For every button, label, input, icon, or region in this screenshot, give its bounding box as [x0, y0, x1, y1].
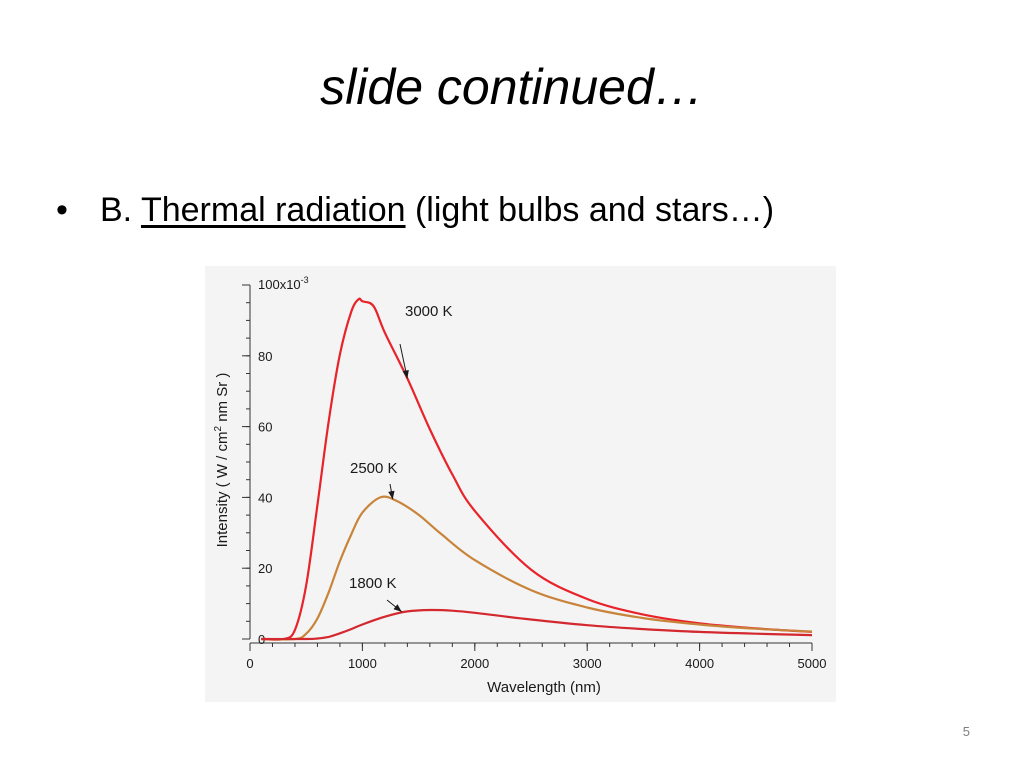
- bullet-item: • B. Thermal radiation (light bulbs and s…: [56, 193, 774, 227]
- y-tick-label: 40: [258, 490, 272, 505]
- y-top-tick-label: 100x10-3: [258, 275, 309, 292]
- chart-curves: [261, 297, 813, 641]
- y-axis-label-tail: nm Sr ): [214, 373, 231, 426]
- series-line-2500k: [261, 495, 813, 641]
- annotation-arrowhead: [388, 490, 395, 500]
- bullet-marker: •: [56, 191, 68, 229]
- x-tick-label: 2000: [460, 656, 489, 671]
- bullet-term: Thermal radiation: [140, 191, 406, 229]
- annotation-label: 3000 K: [405, 303, 453, 320]
- bullet-prefix: B.: [100, 191, 141, 229]
- y-tick-label: 20: [258, 561, 272, 576]
- annotation-arrowhead: [402, 370, 409, 379]
- annotation-arrowhead: [393, 604, 402, 612]
- annotation-label: 2500 K: [350, 460, 398, 477]
- y-axis-label: Intensity ( W / cm2 nm Sr ): [213, 373, 231, 548]
- bullet-suffix: (light bulbs and stars…): [405, 191, 775, 229]
- series-line-1800k: [261, 608, 813, 641]
- y-tick-label: 80: [258, 349, 272, 364]
- x-tick-label: 1000: [348, 656, 377, 671]
- x-tick-label: 0: [246, 656, 253, 671]
- slide-title: slide continued…: [320, 59, 704, 115]
- slide-number: 5: [962, 724, 970, 739]
- x-axis-label: Wavelength (nm): [487, 679, 601, 696]
- x-tick-label: 3000: [573, 656, 602, 671]
- chart-annotations: 3000 K 2500 K 1800 K: [349, 303, 453, 613]
- y-axis-label-superscript: 2: [213, 426, 224, 432]
- annotation-label: 1800 K: [349, 575, 397, 592]
- x-tick-label: 4000: [685, 656, 714, 671]
- x-tick-label: 5000: [798, 656, 827, 671]
- y-axis-label-main: Intensity ( W / cm: [214, 432, 231, 548]
- series-line-3000k: [261, 297, 813, 641]
- blackbody-chart: 0 1000 2000 3000 4000 5000 0 20 40 60 80 100x10-3 3…: [205, 266, 836, 702]
- y-tick-label: 60: [258, 420, 272, 435]
